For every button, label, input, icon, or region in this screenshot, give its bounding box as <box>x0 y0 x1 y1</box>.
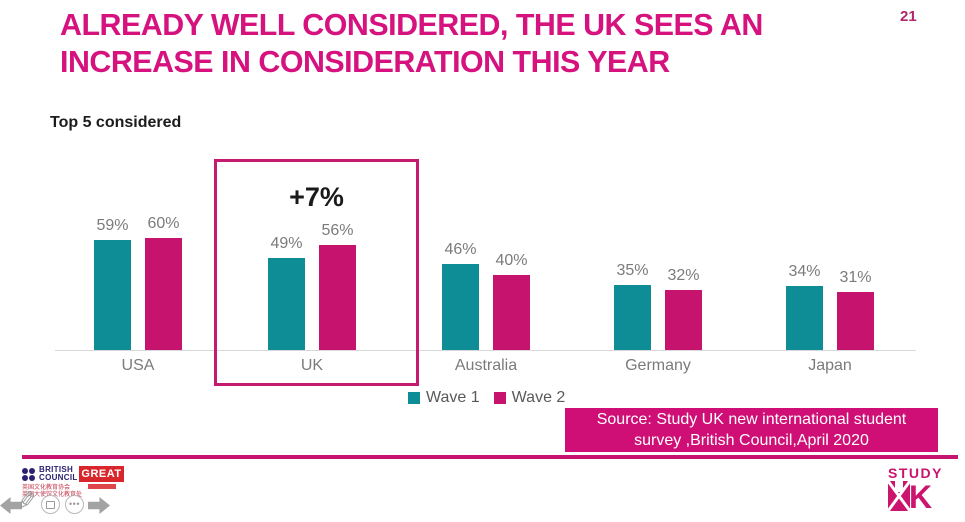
bar-uk-wave2 <box>319 245 356 350</box>
bar-germany-wave2 <box>665 290 702 350</box>
bc-text-line2: COUNCIL <box>39 473 78 482</box>
slide-title: ALREADY WELL CONSIDERED, THE UK SEES AN I… <box>60 6 763 80</box>
more-options-button[interactable]: ••• <box>65 495 84 514</box>
pen-tool-icon[interactable]: ✎ <box>15 486 39 517</box>
british-council-logo: BRITISH COUNCIL <box>22 466 78 482</box>
category-label-australia: Australia <box>454 357 518 374</box>
bar-japan-wave1 <box>786 286 823 350</box>
study-uk-logo: STUDY K <box>888 465 943 515</box>
study-uk-k-letter: K <box>909 479 933 515</box>
category-label-uk: UK <box>300 357 324 374</box>
bar-value-japan-wave2: 31% <box>839 269 872 286</box>
chart-legend: Wave 1 Wave 2 <box>408 389 565 407</box>
uk-highlight-box: +7% <box>214 159 419 386</box>
footer-divider <box>22 455 958 459</box>
page-number: 21 <box>900 8 917 25</box>
presenter-controls: ✎ ••• <box>0 486 120 519</box>
legend-item-wave2: Wave 2 <box>493 389 566 407</box>
bar-value-usa-wave1: 59% <box>96 217 129 234</box>
category-label-japan: Japan <box>808 357 852 374</box>
union-jack-u-icon <box>888 481 910 511</box>
wave1-swatch-icon <box>408 392 420 404</box>
british-council-dots-icon <box>22 467 35 481</box>
bar-value-uk-wave2: 56% <box>321 222 354 239</box>
bar-uk-wave1 <box>268 258 305 350</box>
bc-text-line1: BRITISH <box>39 465 74 474</box>
category-label-usa: USA <box>121 357 155 374</box>
next-slide-arrow-icon[interactable] <box>88 497 110 514</box>
chart-title: Top 5 considered <box>50 114 182 131</box>
bar-australia-wave2 <box>493 275 530 350</box>
legend-label-wave1: Wave 1 <box>426 389 480 406</box>
source-line1: Source: Study UK new international stude… <box>596 411 907 428</box>
bar-value-uk-wave1: 49% <box>270 235 303 252</box>
bar-value-japan-wave1: 34% <box>788 263 821 280</box>
great-campaign-strip <box>88 484 116 489</box>
wave2-swatch-icon <box>493 392 506 404</box>
slide-title-line1: ALREADY WELL CONSIDERED, THE UK SEES AN <box>60 7 763 42</box>
source-line2: survey ,British Council,April 2020 <box>634 432 869 449</box>
bar-australia-wave1 <box>442 264 479 350</box>
slides-icon <box>46 500 55 509</box>
bar-value-usa-wave2: 60% <box>147 215 180 232</box>
x-axis-line <box>55 350 916 351</box>
legend-item-wave1: Wave 1 <box>408 389 480 407</box>
bar-usa-wave1 <box>94 240 131 350</box>
bar-value-germany-wave1: 35% <box>616 262 649 279</box>
bar-germany-wave1 <box>614 285 651 350</box>
bar-japan-wave2 <box>837 292 874 350</box>
great-campaign-logo: GREAT <box>79 466 124 482</box>
bar-value-germany-wave2: 32% <box>667 267 700 284</box>
slide-title-line2: INCREASE IN CONSIDERATION THIS YEAR <box>60 44 670 79</box>
bar-usa-wave2 <box>145 238 182 350</box>
see-all-slides-button[interactable] <box>41 495 60 514</box>
category-label-germany: Germany <box>625 357 691 374</box>
uk-change-annotation: +7% <box>289 182 344 212</box>
bar-value-australia-wave2: 40% <box>495 252 528 269</box>
source-box: Source: Study UK new international stude… <box>565 408 938 452</box>
legend-label-wave2: Wave 2 <box>511 389 566 406</box>
bar-value-australia-wave1: 46% <box>444 241 477 258</box>
study-uk-wordmark: STUDY <box>888 465 943 481</box>
